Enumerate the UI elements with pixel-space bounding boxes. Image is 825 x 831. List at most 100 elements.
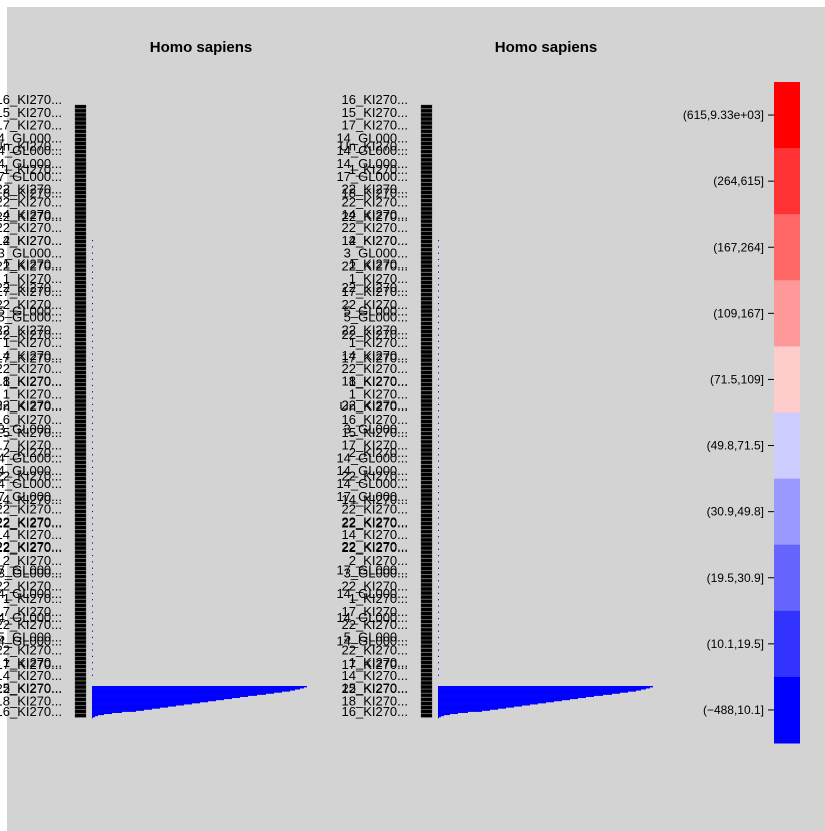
chromosome-labels: 16_KI270...15_KI270...17_KI270...14_GL00… [0, 92, 62, 719]
chromosome-label: 22_KI270... [0, 280, 62, 295]
ideogram-segment [74, 337, 87, 342]
chromosome-label: 16_KI270... [0, 92, 62, 107]
data-point [92, 529, 93, 531]
ideogram-segment [74, 243, 87, 248]
ideogram-segment [74, 640, 87, 644]
ideogram-segment [74, 660, 87, 665]
ideogram-segment [420, 333, 433, 338]
chromosome-label: 22_KI270... [0, 514, 62, 529]
chromosome-label: 15_KI270... [0, 425, 62, 440]
ideogram-segment [74, 321, 87, 326]
chromosome-label: 22_KI270... [342, 398, 409, 413]
data-point [438, 529, 439, 531]
ideogram-segment [74, 472, 87, 477]
ideogram-segment [420, 227, 433, 232]
chromosome-label: 1_KI270... [349, 256, 408, 271]
chromosome-label: 1_KI270... [3, 655, 62, 670]
data-bar [438, 686, 653, 688]
data-bar [92, 698, 224, 701]
chromosome-label: 22_KI270... [0, 361, 62, 376]
data-point [438, 353, 439, 355]
chromosome-label: 1_KI270... [349, 655, 408, 670]
chromosome-label: 1_KI270... [3, 162, 62, 177]
chromosome-label: 18_KI270... [342, 694, 409, 709]
ideogram-segment [420, 689, 433, 694]
chromosome-label: 22_KI270... [342, 468, 409, 483]
data-bar [92, 716, 93, 719]
ideogram-segment [420, 587, 433, 591]
ideogram-segment [74, 587, 87, 591]
ideogram-segment [420, 578, 433, 583]
chromosome-label: 22_KI270... [342, 502, 409, 517]
ideogram-segment [74, 186, 87, 191]
data-point [92, 429, 93, 431]
data-point [92, 567, 93, 569]
ideogram-segment [74, 256, 87, 260]
data-point [92, 599, 93, 601]
ideogram-segment [420, 284, 433, 289]
ideogram-segment [420, 632, 433, 636]
data-point [92, 605, 93, 607]
chromosome-label: 22_KI270... [342, 209, 409, 224]
ideogram-segment [74, 284, 87, 289]
ideogram-segment [74, 166, 87, 170]
ideogram-segment [74, 542, 87, 546]
chromosome-label: 1_KI270... [3, 335, 62, 350]
ideogram-segment [420, 533, 433, 538]
ideogram-segment [420, 390, 433, 395]
legend-label: (10.1,19.5] [707, 637, 764, 651]
ideogram-segment [420, 341, 433, 346]
data-point [438, 284, 439, 286]
chromosome-label: 14_GL000... [336, 586, 408, 601]
ideogram-segment [74, 444, 87, 448]
data-point [438, 359, 439, 361]
ideogram-segment [74, 456, 87, 461]
data-point [92, 303, 93, 305]
chromosome-label: 17_KI270... [342, 438, 409, 453]
ideogram-segment [74, 591, 87, 595]
ideogram-segment [74, 296, 87, 301]
ideogram-segment [74, 599, 87, 604]
legend-label: (264,615] [713, 174, 764, 188]
data-bar [438, 702, 546, 704]
chromosome-label: 1_KI270... [349, 591, 408, 606]
ideogram-segment [420, 656, 433, 661]
ideogram-segment [420, 190, 433, 195]
ideogram-segment [74, 157, 87, 162]
ideogram-segment [420, 513, 433, 518]
ideogram-segment [74, 574, 87, 579]
ideogram-segment [420, 554, 433, 559]
data-bar [92, 696, 240, 699]
chromosome-label: 18_KI270... [0, 374, 62, 389]
data-point [92, 460, 93, 462]
chromosome-label: 16_KI270... [0, 704, 62, 719]
ideogram-segment [420, 354, 433, 358]
data-bar [438, 711, 468, 713]
data-bar [92, 703, 192, 705]
chromosome-label: 14_GL000... [0, 463, 62, 478]
data-bar [92, 687, 304, 689]
data-point [92, 353, 93, 355]
ideogram-segment [420, 260, 433, 264]
ideogram-segment [420, 648, 433, 653]
chromosome-label: 22_KI270... [0, 182, 62, 197]
data-point [92, 548, 93, 550]
chromosome-label: 14_KI270... [0, 527, 62, 542]
chromosome-label: 17_GL000... [336, 563, 408, 578]
ideogram-segment [420, 636, 433, 640]
ideogram-segment [420, 403, 433, 407]
chromosome-label: 3_GL000... [0, 566, 62, 581]
chromosome-label: 1_KI270... [349, 374, 408, 389]
ideogram-segment [74, 603, 87, 608]
ideogram-segment [420, 317, 433, 322]
data-point [92, 473, 93, 475]
ideogram-segment [74, 452, 87, 456]
data-point [438, 258, 439, 261]
chromosome-label: 14_GL000... [336, 476, 408, 491]
data-point [92, 290, 93, 292]
data-point [92, 277, 93, 279]
data-point [92, 265, 93, 267]
ideogram-segment [420, 211, 433, 215]
chromosome-label: 22_KI270... [0, 681, 62, 696]
ideogram-segment [74, 562, 87, 567]
